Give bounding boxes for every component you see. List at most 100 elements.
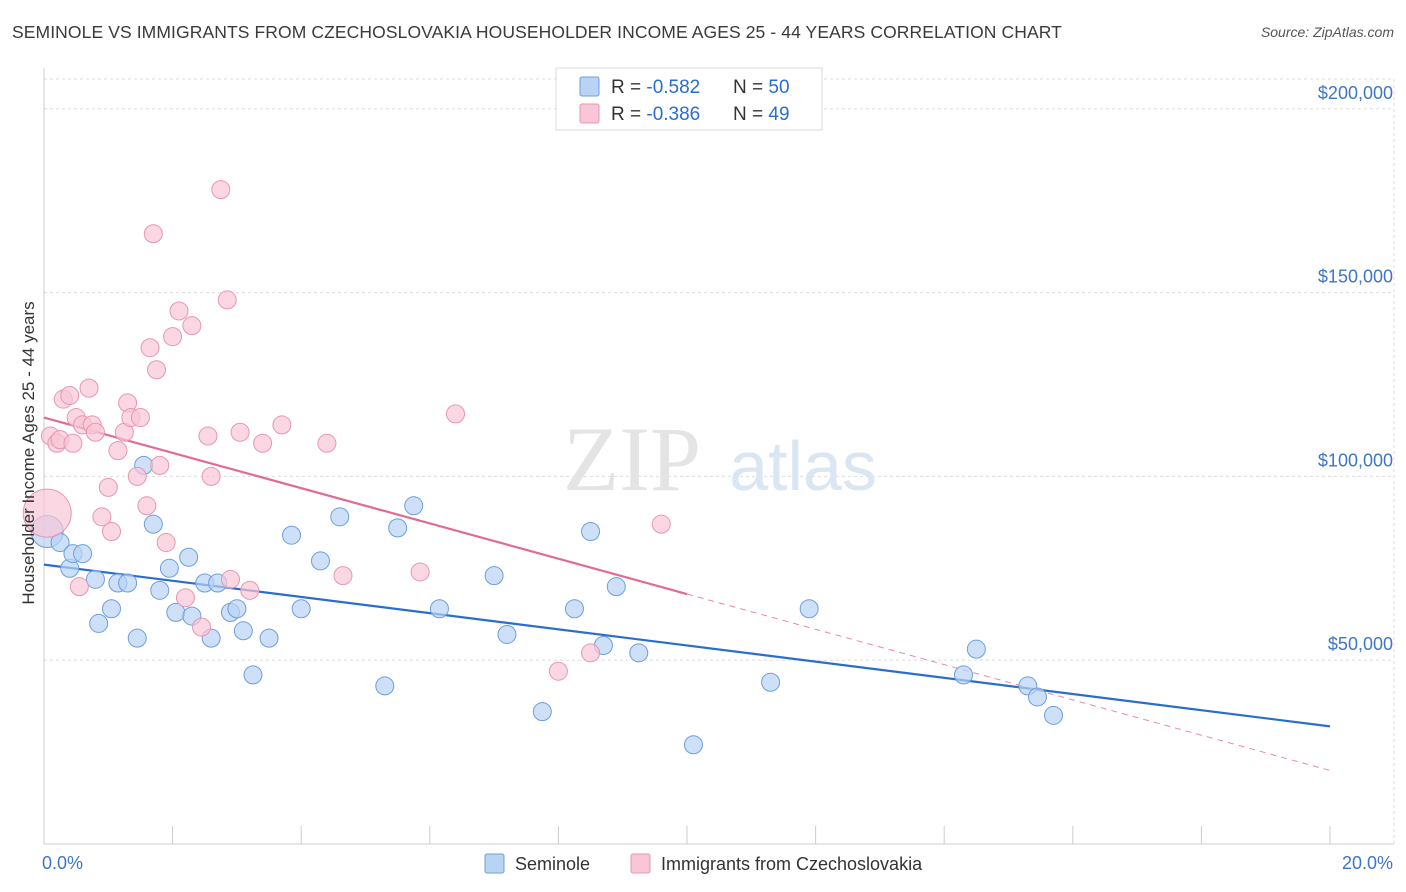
seminole-point-48 — [1027, 687, 1047, 707]
gridlines — [44, 78, 1395, 844]
seminole-point-26 — [282, 525, 302, 545]
legend-swatch-czechoslovakia — [579, 103, 600, 124]
czechoslovakia-point-12 — [85, 422, 105, 442]
czechoslovakia-point-20 — [127, 466, 147, 486]
seminole-point-29 — [330, 507, 350, 527]
y-tick-label-2: $150,000 — [1318, 267, 1393, 287]
seminole-point-16 — [179, 547, 199, 567]
czechoslovakia-point-35 — [211, 180, 231, 200]
seminole-trend-line — [43, 563, 1331, 728]
seminole-point-44 — [799, 599, 819, 619]
legend-r-value-1: -0.582 — [646, 77, 700, 98]
legend-box — [555, 67, 823, 131]
czechoslovakia-point-13 — [92, 507, 112, 527]
czechoslovakia-point-27 — [156, 533, 176, 553]
czechoslovakia-point-38 — [230, 422, 250, 442]
czechoslovakia-point-36 — [217, 290, 237, 310]
czechoslovakia-point-16 — [108, 441, 128, 461]
svg-text:R = -0.386: R = -0.386 — [611, 104, 700, 125]
czechoslovakia-point-46 — [548, 661, 568, 681]
seminole-point-33 — [429, 599, 449, 619]
legend-series: Seminole Immigrants from Czechoslovakia — [484, 853, 923, 874]
svg-text:N = 49: N = 49 — [733, 104, 790, 125]
legend-n-value-1: 50 — [768, 77, 789, 98]
watermark: ZIP atlas — [563, 408, 877, 510]
seminole-point-28 — [310, 551, 330, 571]
seminole-point-40 — [606, 577, 626, 597]
watermark-atlas: atlas — [729, 427, 877, 505]
y-tick-labels: $50,000 $100,000 $150,000 $200,000 — [1318, 83, 1393, 654]
czechoslovakia-point-48 — [651, 514, 671, 534]
czechoslovakia-point-39 — [240, 580, 260, 600]
seminole-point-12 — [143, 514, 163, 534]
y-tick-label-3: $200,000 — [1318, 83, 1393, 103]
y-tick-label-1: $100,000 — [1318, 450, 1393, 470]
legend-r-value-2: -0.386 — [646, 104, 700, 125]
czechoslovakia-point-5 — [60, 386, 80, 406]
czechoslovakia-point-22 — [137, 496, 157, 516]
czechoslovakia-point-6 — [63, 433, 83, 453]
czechoslovakia-point-29 — [169, 301, 189, 321]
seminole-point-6 — [89, 613, 109, 633]
seminole-point-36 — [532, 702, 552, 722]
czechoslovakia-point-14 — [98, 477, 118, 497]
seminole-point-46 — [966, 639, 986, 659]
czechoslovakia-point-32 — [192, 617, 212, 637]
czechoslovakia-point-37 — [220, 569, 240, 589]
seminole-point-25 — [259, 628, 279, 648]
legend-swatch-seminole — [579, 76, 600, 97]
y-tick-label-0: $50,000 — [1328, 634, 1393, 654]
seminole-point-42 — [683, 735, 703, 755]
seminole-point-23 — [233, 621, 253, 641]
seminole-point-49 — [1044, 705, 1064, 725]
czechoslovakia-point-26 — [150, 455, 170, 475]
czechoslovakia-point-44 — [410, 562, 430, 582]
seminole-point-43 — [761, 672, 781, 692]
legend-n-label-1: N = — [733, 77, 768, 98]
seminole-point-34 — [484, 566, 504, 586]
czechoslovakia-trend-line — [43, 416, 688, 596]
czechoslovakia-point-0 — [22, 488, 72, 538]
source-label: Source: ZipAtlas.com — [1260, 24, 1394, 40]
czechoslovakia-point-23 — [140, 338, 160, 358]
seminole-point-31 — [388, 518, 408, 538]
seminole-point-5 — [85, 569, 105, 589]
czechoslovakia-point-42 — [317, 433, 337, 453]
czechoslovakia-point-25 — [147, 360, 167, 380]
seminole-point-37 — [564, 599, 584, 619]
svg-text:N = 50: N = 50 — [733, 77, 790, 98]
seminole-point-10 — [127, 628, 147, 648]
czechoslovakia-point-15 — [102, 522, 122, 542]
chart-title: SEMINOLE VS IMMIGRANTS FROM CZECHOSLOVAK… — [12, 22, 1062, 42]
seminole-point-14 — [159, 558, 179, 578]
seminole-point-32 — [404, 496, 424, 516]
seminole-point-22 — [227, 599, 247, 619]
legend-stats: R = -0.582 N = 50 R = -0.386 N = 49 — [555, 67, 823, 131]
czechoslovakia-point-31 — [182, 316, 202, 336]
czechoslovakia-point-33 — [198, 426, 218, 446]
legend-r-label-1: R = — [611, 77, 646, 98]
x-tick-labels: 0.0% 20.0% — [42, 853, 1393, 873]
czechoslovakia-point-47 — [581, 643, 601, 663]
seminole-point-9 — [118, 573, 138, 593]
czechoslovakia-point-30 — [175, 588, 195, 608]
legend-bottom-swatch-seminole — [484, 853, 505, 874]
legend-bottom-swatch-czechoslovakia — [630, 853, 651, 874]
svg-text:R = -0.582: R = -0.582 — [611, 77, 700, 98]
czechoslovakia-point-40 — [253, 433, 273, 453]
czechoslovakia-point-21 — [130, 408, 150, 428]
legend-r-label-2: R = — [611, 104, 646, 125]
czechoslovakia-point-45 — [446, 404, 466, 424]
czechoslovakia-point-34 — [201, 466, 221, 486]
x-tick-label-max: 20.0% — [1342, 853, 1393, 873]
seminole-point-7 — [102, 599, 122, 619]
watermark-zip: ZIP — [563, 408, 701, 510]
seminole-point-35 — [497, 624, 517, 644]
legend-n-label-2: N = — [733, 104, 768, 125]
czechoslovakia-point-43 — [333, 566, 353, 586]
seminole-point-13 — [150, 580, 170, 600]
y-axis-title: Householder Income Ages 25 - 44 years — [19, 301, 38, 604]
czechoslovakia-point-10 — [79, 378, 99, 398]
czechoslovakia-point-28 — [163, 327, 183, 347]
legend-bottom-label-czechoslovakia: Immigrants from Czechoslovakia — [661, 854, 923, 874]
